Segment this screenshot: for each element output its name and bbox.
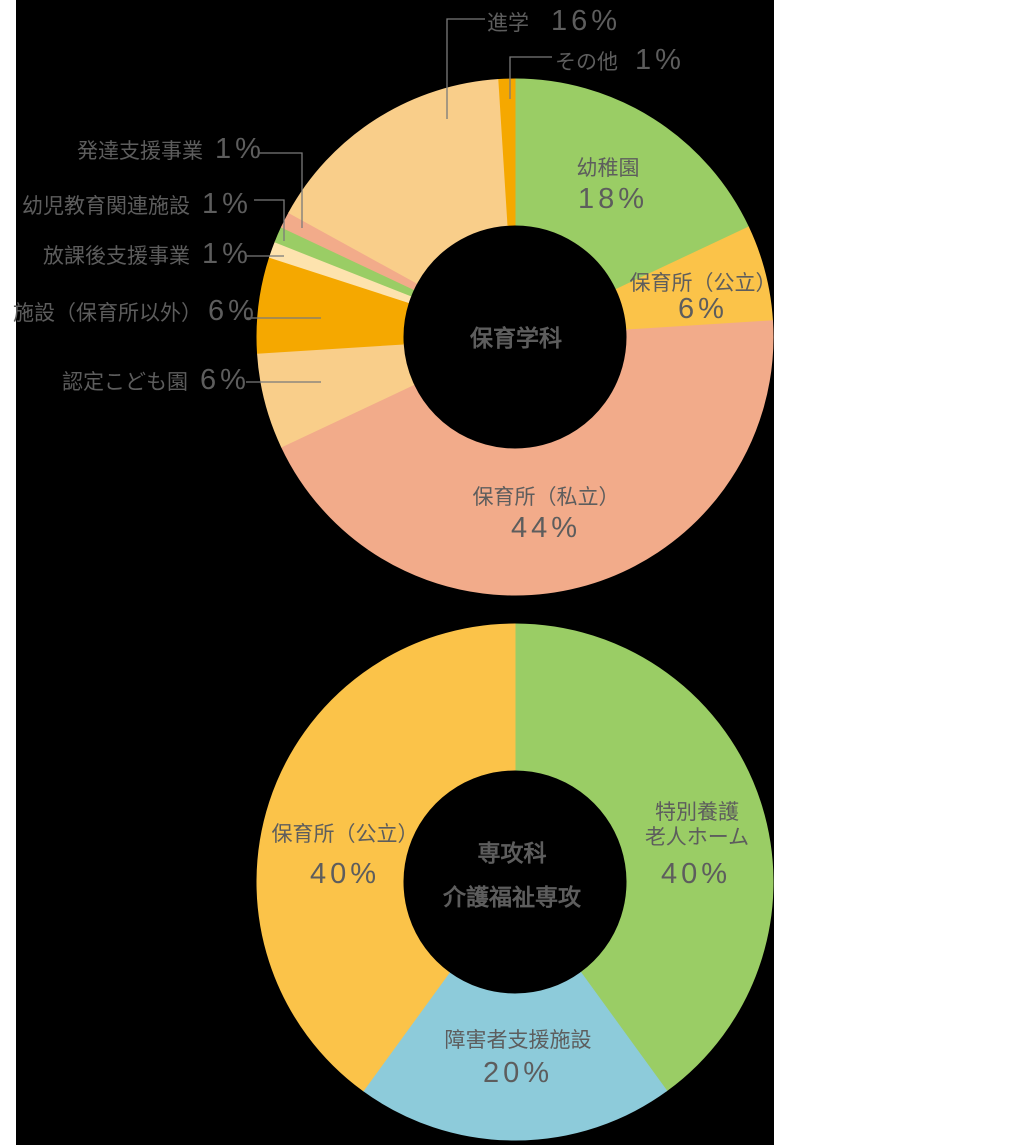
svg-text:介護福祉専攻: 介護福祉専攻: [442, 884, 582, 910]
svg-text:保育所（公立）: 保育所（公立）: [630, 272, 777, 295]
svg-text:1%: 1%: [215, 133, 265, 165]
svg-text:6%: 6%: [208, 295, 258, 327]
svg-text:1%: 1%: [635, 44, 685, 76]
svg-text:その他: その他: [555, 51, 618, 74]
svg-text:幼稚園: 幼稚園: [577, 157, 640, 180]
svg-text:障害者支援施設: 障害者支援施設: [445, 1029, 592, 1052]
svg-text:18%: 18%: [578, 183, 648, 215]
svg-text:6%: 6%: [200, 364, 250, 396]
svg-text:認定こども園: 認定こども園: [62, 371, 188, 394]
svg-text:44%: 44%: [511, 512, 581, 544]
svg-text:放課後支援事業: 放課後支援事業: [43, 245, 190, 268]
svg-text:特別養護: 特別養護: [655, 801, 739, 824]
svg-text:1%: 1%: [202, 238, 252, 270]
svg-text:6%: 6%: [678, 293, 728, 325]
svg-text:進学: 進学: [487, 12, 529, 35]
svg-text:40%: 40%: [661, 858, 731, 890]
svg-text:20%: 20%: [483, 1057, 553, 1089]
svg-text:40%: 40%: [310, 858, 380, 890]
svg-text:保育所（公立）: 保育所（公立）: [272, 823, 419, 846]
svg-text:老人ホーム: 老人ホーム: [645, 826, 749, 849]
svg-text:幼児教育関連施設: 幼児教育関連施設: [22, 195, 190, 218]
svg-text:保育学科: 保育学科: [469, 325, 562, 351]
svg-text:施設（保育所以外）: 施設（保育所以外）: [13, 302, 202, 325]
svg-text:保育所（私立）: 保育所（私立）: [473, 486, 620, 509]
svg-text:発達支援事業: 発達支援事業: [77, 140, 203, 163]
svg-text:16%: 16%: [551, 5, 621, 37]
svg-text:専攻科: 専攻科: [478, 840, 547, 866]
svg-text:1%: 1%: [202, 188, 252, 220]
